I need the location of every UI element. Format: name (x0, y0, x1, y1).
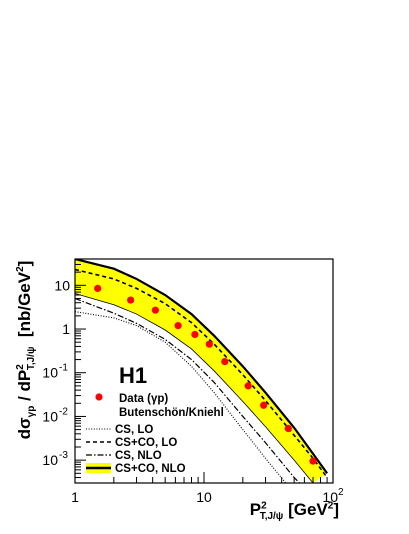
line-cs-co-nlo-upper (75, 259, 328, 474)
data-point-8 (260, 401, 268, 409)
y-tick-label-sup-1: -2 (59, 406, 68, 417)
legend-label-3: CS+CO, NLO (115, 463, 186, 475)
line-cs-co-lo (75, 268, 328, 479)
data-point-1 (127, 296, 135, 304)
data-point-10 (309, 457, 317, 465)
data-point-3 (174, 321, 182, 330)
data-point-5 (205, 340, 213, 348)
legend-data-marker (95, 393, 103, 401)
y-tick-label-4: 10 (54, 277, 70, 293)
data-point-0 (94, 284, 102, 292)
x-axis-label: P2T,J/ψ [GeV2] (249, 500, 339, 523)
y-tick-label-sup-2: -1 (59, 363, 68, 374)
data-point-6 (221, 357, 229, 366)
y-tick-label-1: 10 (42, 408, 58, 424)
legend-label-2: CS, NLO (115, 450, 162, 462)
data-point-9 (284, 424, 292, 433)
experiment-label: H1 (119, 363, 147, 388)
line-cs-co-nlo-lower (75, 293, 314, 483)
y-tick-label-0: 10 (42, 452, 58, 468)
legend-label-1: CS+CO, LO (115, 437, 177, 449)
x-tick-label-1: 10 (196, 489, 212, 505)
data-point-4 (191, 330, 199, 339)
y-tick-label-2: 10 (42, 365, 58, 381)
line-cs-lo (75, 311, 287, 483)
line-cs-nlo (75, 297, 300, 483)
legend-label-0: CS, LO (115, 424, 153, 436)
y-axis-label: dσγp / dP2T,J/ψ [nb/GeV2] (14, 260, 38, 440)
x-tick-label-sup: 2 (338, 487, 344, 498)
data-point-7 (244, 382, 252, 390)
y-tick-label-3: 1 (62, 321, 70, 337)
band-cs-co-nlo (75, 259, 328, 483)
x-tick-label-0: 1 (71, 489, 79, 505)
y-tick-label-sup-0: -3 (59, 450, 68, 461)
legend-data-label: Data (γp) (119, 393, 168, 405)
legend-theory-header: Butenschön/Kniehl (119, 407, 224, 419)
data-point-2 (151, 306, 159, 314)
